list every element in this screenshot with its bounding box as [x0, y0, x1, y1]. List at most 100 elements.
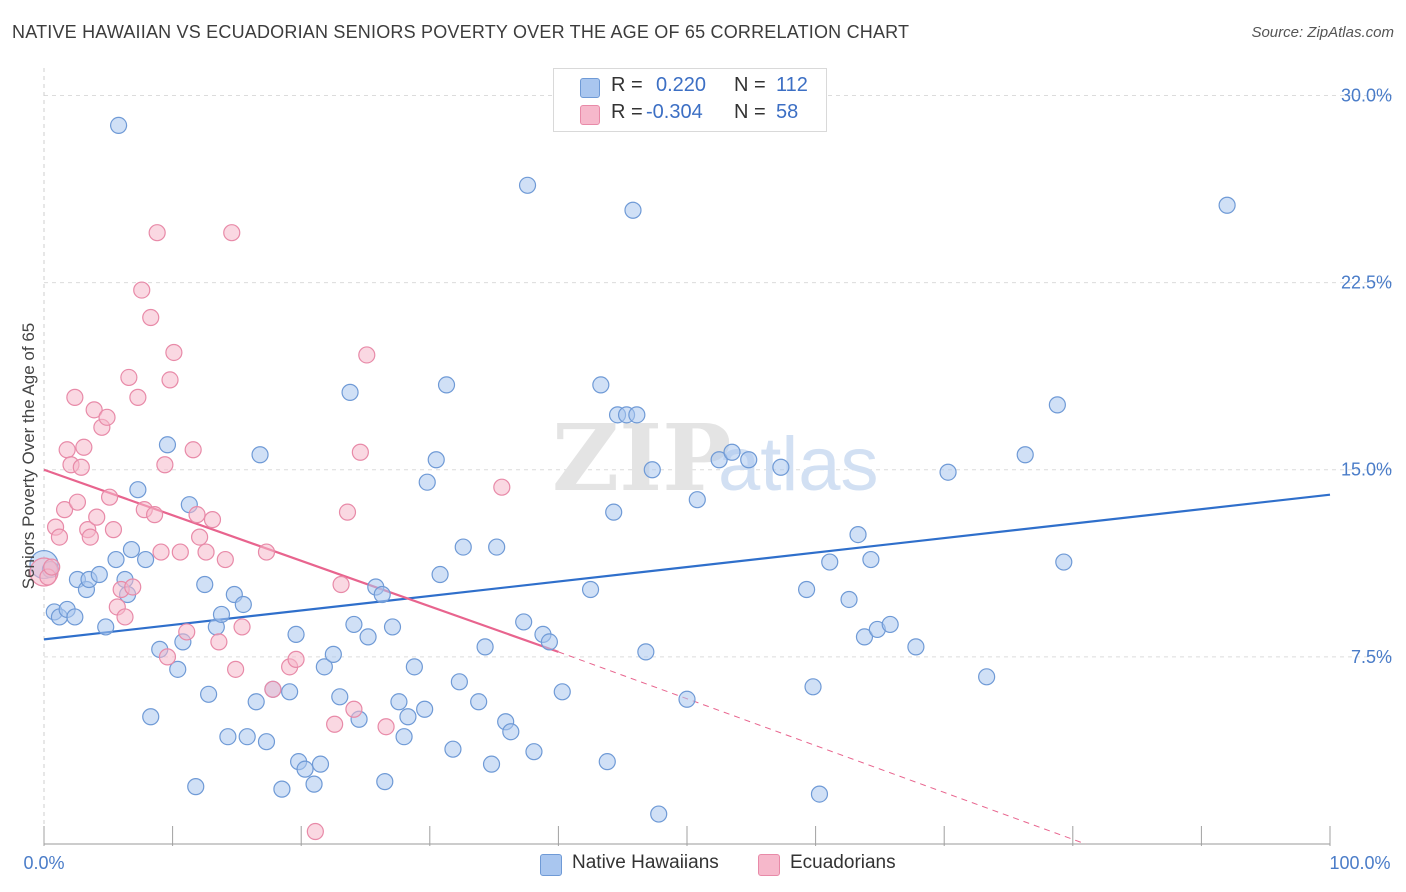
trend-lines [43, 468, 1331, 845]
native-hawaiian-point [418, 473, 436, 491]
ecuadorian-point [351, 443, 369, 461]
ecuadorian-point [68, 493, 87, 511]
legend-swatch-blue [580, 78, 600, 98]
ecuadorian-point [145, 506, 164, 524]
ecuadorian-point [85, 401, 103, 419]
native-hawaiian-point [390, 693, 408, 711]
native-hawaiian-point [257, 733, 276, 751]
native-hawaiian-point [525, 743, 543, 761]
native-hawaiian-point [122, 540, 141, 559]
ecuadorian-point [100, 488, 119, 506]
x-tick-label: 0.0% [23, 853, 64, 873]
legend-label: Native Hawaiians [572, 852, 719, 873]
native-hawaiian-point [431, 565, 449, 584]
native-hawaiian-point [296, 760, 314, 778]
legend-n-value: 58 [776, 101, 799, 123]
ecuadorian-point [152, 543, 170, 561]
native-hawaiian-point [907, 638, 925, 656]
legend-row-ecuadorians: R = -0.304 N = 58 [554, 101, 826, 127]
native-hawaiian-point [628, 406, 646, 424]
native-hawaiian-point [234, 595, 252, 614]
ecuadorian-point [306, 822, 324, 841]
native-hawaiian-point [437, 376, 456, 394]
legend-r-value: -0.304 [646, 101, 703, 123]
native-hawaiian-point [855, 628, 874, 646]
native-hawaiian-point [273, 780, 291, 798]
chart-title: NATIVE HAWAIIAN VS ECUADORIAN SENIORS PO… [12, 22, 910, 42]
ecuadorian-point [72, 458, 90, 476]
ecuadorian-point [493, 478, 511, 496]
legend-label: Ecuadorians [790, 852, 896, 873]
ecuadorian-point [81, 528, 99, 546]
native-hawaiian-point [476, 638, 494, 656]
ecuadorian-point [338, 503, 357, 521]
native-hawaiian-point [129, 481, 147, 499]
y-tick-label: 7.5% [1351, 647, 1392, 667]
ecuadorian-point [287, 650, 305, 668]
y-axis-label: Seniors Poverty Over the Age of 65 [19, 323, 38, 589]
native-hawaiian-point [416, 700, 434, 718]
ecuadorian-point [165, 343, 183, 362]
native-hawaiian-point [287, 625, 305, 644]
native-hawaiian-point [624, 201, 642, 219]
legend-row-native-hawaiians: R = 0.220 N = 112 [554, 74, 826, 100]
ecuadorian-point [358, 346, 376, 364]
native-hawaiian-point [345, 615, 363, 634]
native-hawaiian-point [311, 755, 330, 773]
ecuadorian-point [116, 608, 134, 626]
native-hawaiian-point [518, 176, 537, 194]
ecuadorian-point [142, 308, 160, 327]
ecuadorian-point [178, 623, 196, 641]
ecuadorian-point [197, 543, 215, 561]
ecuadorian-point [188, 506, 206, 524]
ecuadorian-point [257, 543, 276, 561]
x-tick-label: 100.0% [1329, 853, 1390, 873]
native-hawaiian-point [939, 463, 957, 481]
ecuadorian-point [184, 441, 202, 459]
native-hawaiian-point [581, 580, 600, 599]
native-hawaiian-point [444, 740, 462, 758]
native-hawaiian-point [598, 753, 616, 771]
ecuadorian-point [156, 456, 174, 474]
ecuadorian-point [161, 371, 179, 389]
data-points [29, 116, 1236, 841]
legend-n-label: N = [734, 74, 766, 96]
source-label: Source: ZipAtlas.com [1251, 24, 1394, 41]
native-hawaiian-point [723, 443, 741, 461]
ecuadorian-point [120, 368, 138, 387]
native-hawaiian-point [158, 436, 177, 454]
ecuadorian-point [124, 578, 142, 596]
legend-swatch-pink [580, 105, 600, 125]
native-hawaiian-point [804, 678, 822, 696]
legend-r-label: R = [611, 74, 643, 96]
native-hawaiian-point [383, 618, 402, 636]
native-hawaiian-point [849, 526, 867, 544]
native-hawaiian-point [1218, 196, 1236, 214]
ecuadorian-point [223, 224, 241, 242]
native-hawaiian-point [136, 550, 155, 569]
native-hawaiian-point [553, 683, 571, 701]
ecuadorian-point [43, 558, 61, 576]
native-hawaiian-point [107, 550, 125, 569]
native-hawaiian-point [169, 660, 187, 678]
native-hawaiian-point [605, 503, 623, 521]
ecuadorian-point [216, 550, 234, 569]
ecuadorian-point [171, 543, 189, 561]
native-hawaiian-point [97, 618, 115, 636]
ecuadorian-point [148, 224, 166, 242]
native-hawaiian-point [450, 673, 468, 691]
native-hawaiian-point [196, 575, 214, 594]
native-hawaiian-point [427, 451, 445, 469]
native-hawaiian-point [200, 685, 218, 703]
y-tick-label: 30.0% [1341, 85, 1392, 105]
native-hawaiian-point [710, 451, 728, 469]
axes [43, 826, 1331, 846]
legend-r-value: 0.220 [656, 74, 707, 96]
y-tick-label: 15.0% [1341, 460, 1392, 480]
ecuadorian-point [58, 441, 76, 459]
ecuadorian-point [332, 575, 350, 594]
native-hawaiian-point [142, 708, 160, 726]
ecuadorian-point [104, 521, 123, 539]
native-hawaiian-point [840, 590, 858, 609]
